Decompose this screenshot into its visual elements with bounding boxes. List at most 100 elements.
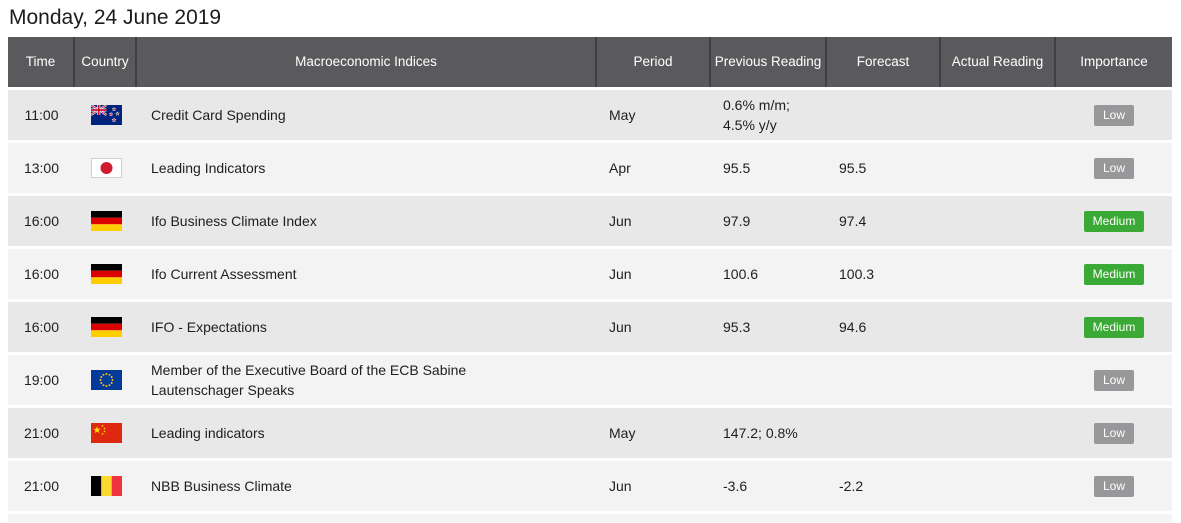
importance-badge: Medium bbox=[1083, 263, 1145, 285]
calendar-table: Time Country Macroeconomic Indices Perio… bbox=[8, 37, 1172, 511]
calendar-row: 16:00 IFO - Expectations Jun 95.3 94.6 M… bbox=[8, 302, 1172, 352]
flag-germany-icon bbox=[90, 317, 122, 337]
event-period: May bbox=[609, 425, 636, 441]
event-name: Leading Indicators bbox=[151, 159, 266, 176]
event-time: 19:00 bbox=[23, 372, 60, 388]
event-name-cell: Credit Card Spending bbox=[137, 90, 597, 140]
flag-belgium-icon bbox=[90, 476, 122, 496]
country-cell bbox=[75, 355, 137, 405]
event-name-cell: Leading Indicators bbox=[137, 143, 597, 193]
event-name-cell: Ifo Current Assessment bbox=[137, 249, 597, 299]
event-name: Ifo Business Climate Index bbox=[151, 212, 317, 229]
event-period: Jun bbox=[609, 478, 632, 494]
importance-cell: Medium bbox=[1056, 302, 1172, 352]
event-actual-reading bbox=[941, 302, 1056, 352]
importance-badge: Medium bbox=[1083, 316, 1145, 338]
column-header-forecast: Forecast bbox=[827, 37, 941, 87]
event-name: Credit Card Spending bbox=[151, 106, 286, 123]
column-header-importance: Importance bbox=[1080, 53, 1148, 69]
event-name-cell: NBB Business Climate bbox=[137, 461, 597, 511]
event-actual-reading bbox=[941, 249, 1056, 299]
country-cell bbox=[75, 408, 137, 458]
event-period bbox=[597, 355, 711, 405]
event-previous-reading bbox=[711, 355, 827, 405]
column-header-indices: Macroeconomic Indices bbox=[137, 37, 597, 87]
event-forecast bbox=[827, 355, 941, 405]
event-name-cell: Ifo Business Climate Index bbox=[137, 196, 597, 246]
flag-china-icon bbox=[90, 423, 122, 443]
column-header-actual: Actual Reading bbox=[941, 37, 1056, 87]
column-header-previous: Previous Reading bbox=[711, 37, 827, 87]
event-period: Jun bbox=[609, 266, 632, 282]
event-forecast bbox=[827, 408, 941, 458]
calendar-row: 19:00 Member of the Executive Board of t… bbox=[8, 355, 1172, 405]
event-previous-reading: 100.6 bbox=[723, 265, 759, 282]
column-header-country: Country bbox=[75, 37, 137, 87]
importance-badge: Medium bbox=[1083, 210, 1145, 232]
event-forecast: 97.4 bbox=[839, 213, 867, 229]
event-previous-reading: -3.6 bbox=[723, 477, 748, 494]
importance-badge: Low bbox=[1093, 157, 1134, 179]
event-actual-reading bbox=[941, 408, 1056, 458]
country-cell bbox=[75, 143, 137, 193]
calendar-row: 11:00 Credit Card Spending May 0.6% m/m;… bbox=[8, 90, 1172, 140]
event-period: Jun bbox=[609, 213, 632, 229]
event-name: NBB Business Climate bbox=[151, 477, 292, 494]
event-previous-reading: 147.2; 0.8% bbox=[723, 424, 798, 441]
importance-badge: Low bbox=[1093, 104, 1134, 126]
event-forecast: -2.2 bbox=[839, 478, 864, 494]
event-actual-reading bbox=[941, 461, 1056, 511]
event-time: 21:00 bbox=[23, 425, 60, 441]
calendar-table-header: Time Country Macroeconomic Indices Perio… bbox=[8, 37, 1172, 87]
country-cell bbox=[75, 249, 137, 299]
event-forecast: 95.5 bbox=[839, 160, 867, 176]
event-time: 13:00 bbox=[23, 160, 60, 176]
event-previous-reading: 97.9 bbox=[723, 212, 751, 229]
event-name-cell: Leading indicators bbox=[137, 408, 597, 458]
calendar-row: 16:00 Ifo Current Assessment Jun 100.6 1… bbox=[8, 249, 1172, 299]
table-bottom-strip bbox=[8, 514, 1172, 522]
calendar-rows: 11:00 Credit Card Spending May 0.6% m/m;… bbox=[8, 90, 1172, 511]
importance-cell: Low bbox=[1056, 143, 1172, 193]
event-actual-reading bbox=[941, 196, 1056, 246]
event-name-cell: Member of the Executive Board of the ECB… bbox=[137, 355, 597, 405]
event-time: 16:00 bbox=[23, 213, 60, 229]
event-forecast: 94.6 bbox=[839, 319, 867, 335]
event-forecast bbox=[827, 90, 941, 140]
country-cell bbox=[75, 302, 137, 352]
flag-germany-icon bbox=[90, 211, 122, 231]
event-name: Leading indicators bbox=[151, 424, 265, 441]
importance-badge: Low bbox=[1093, 422, 1134, 444]
importance-badge: Low bbox=[1093, 475, 1134, 497]
flag-european-union-icon bbox=[90, 370, 122, 390]
importance-cell: Low bbox=[1056, 355, 1172, 405]
event-actual-reading bbox=[941, 355, 1056, 405]
event-period: May bbox=[609, 107, 636, 123]
column-header-time: Time bbox=[8, 37, 75, 87]
event-forecast: 100.3 bbox=[839, 266, 875, 282]
flag-japan-icon bbox=[90, 158, 122, 178]
event-name-cell: IFO - Expectations bbox=[137, 302, 597, 352]
event-actual-reading bbox=[941, 90, 1056, 140]
importance-cell: Medium bbox=[1056, 196, 1172, 246]
calendar-row: 21:00 Leading indicators May 147.2; 0.8%… bbox=[8, 408, 1172, 458]
calendar-row: 21:00 NBB Business Climate Jun -3.6 -2.2… bbox=[8, 461, 1172, 511]
event-period: Apr bbox=[609, 160, 631, 176]
importance-badge: Low bbox=[1093, 369, 1134, 391]
event-previous-reading: 95.3 bbox=[723, 318, 751, 335]
importance-cell: Medium bbox=[1056, 249, 1172, 299]
calendar-row: 16:00 Ifo Business Climate Index Jun 97.… bbox=[8, 196, 1172, 246]
calendar-row: 13:00 Leading Indicators Apr 95.5 95.5 L… bbox=[8, 143, 1172, 193]
flag-new-zealand-icon bbox=[90, 105, 122, 125]
importance-cell: Low bbox=[1056, 90, 1172, 140]
flag-germany-icon bbox=[90, 264, 122, 284]
event-previous-reading: 0.6% m/m; 4.5% y/y bbox=[723, 96, 790, 133]
event-time: 21:00 bbox=[23, 478, 60, 494]
event-name: IFO - Expectations bbox=[151, 318, 267, 335]
page-title: Monday, 24 June 2019 bbox=[9, 6, 222, 29]
country-cell bbox=[75, 461, 137, 511]
country-cell bbox=[75, 196, 137, 246]
event-time: 16:00 bbox=[23, 319, 60, 335]
importance-cell: Low bbox=[1056, 408, 1172, 458]
